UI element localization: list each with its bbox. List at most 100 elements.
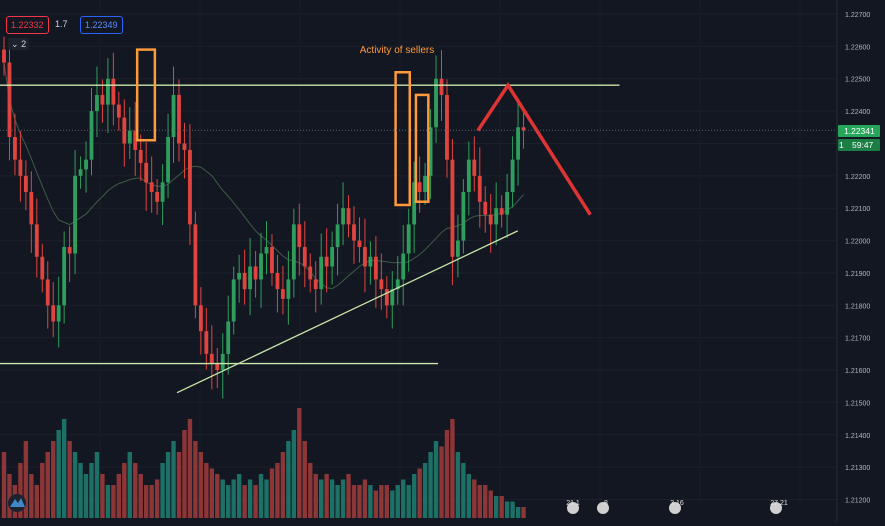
volume-bar [504,501,510,518]
volume-bar [29,474,34,518]
candle-body [439,78,444,95]
countdown-label: 59:47 [852,140,874,150]
volume-bar [488,490,493,518]
candle-body [34,224,39,257]
candle-body [95,94,99,112]
price-tick-label: 1.21900 [845,271,870,278]
event-marker[interactable]: 3 16 [669,500,684,514]
candle-body [477,175,482,202]
candle-body [499,208,504,215]
volume-bar [329,479,335,518]
interval-toggle[interactable]: ⌄ 2 [8,38,30,50]
candle-body [155,192,160,202]
volume-bar [215,474,220,518]
candle-body [352,224,356,241]
candle-body [330,247,335,267]
candle-body [379,279,384,290]
volume-bar [280,452,286,518]
price-tick-label: 1.22200 [845,174,870,181]
volume-bar [324,474,329,518]
volume-bar [439,446,444,518]
interval-toggle-label: 2 [21,39,27,49]
candle-body [215,363,220,371]
candle-body [455,240,460,257]
candle-body [270,247,274,273]
candle-body [67,247,72,254]
candle-body [237,272,242,280]
candle-body [127,130,132,144]
candle-body [297,224,302,248]
volume-bar [83,474,89,518]
volume-bar [395,485,400,518]
volume-bar [209,468,214,518]
event-markers[interactable]: 21 1 8 3 16 27 21 [566,500,788,514]
volume-bar [165,452,171,518]
candle-body [335,224,340,248]
seller-box [394,71,412,207]
volume-bar [477,485,482,518]
ask-price-box[interactable]: 1.22349 [80,16,123,34]
candle-body [242,272,247,290]
moving-average-line [3,62,524,290]
volume-bar [1,452,7,518]
candle-body [488,214,493,225]
candle-body [209,353,214,364]
bid-price-box[interactable]: 1.22332 [6,16,49,34]
candle-body [29,192,34,225]
candle-body [84,159,88,170]
event-label: 21 1 [566,500,580,507]
candle-body [144,162,149,183]
volume-bar [384,485,389,518]
price-tick-label: 1.22000 [845,239,870,246]
current-price-label: 1.22341 [844,126,875,136]
candle-body [412,182,417,225]
volume-bar [362,479,368,518]
volume-bar [247,479,253,518]
volume-bar [428,452,433,518]
volume-bar [466,474,472,518]
volume-bar [242,485,247,518]
flag-icon [770,502,782,514]
volume-bar [154,479,160,518]
event-marker[interactable]: 27 21 [770,500,788,514]
candle-body [7,62,12,138]
volume-bar [258,474,264,518]
event-marker[interactable]: 21 1 [566,500,580,514]
candle-body [461,192,466,241]
candle-body [23,175,28,193]
candle-body [193,224,198,306]
price-tick-label: 1.22500 [845,77,870,84]
candle-body [122,117,127,144]
volume-bar [111,485,116,518]
volume-bar [23,441,29,518]
volume-bar [51,441,56,518]
tradingview-logo[interactable] [8,494,26,512]
trendline [176,230,519,394]
candle-body [313,279,318,290]
price-tick-label: 1.22700 [845,12,870,19]
candle-body [111,78,116,105]
volume-bar [105,485,111,518]
obscured-axis-label: 1 [839,140,844,150]
candle-body [204,331,209,354]
volume-bar [67,441,72,518]
candle-body [78,169,83,176]
price-tick-label: 1.21800 [845,303,870,310]
event-marker[interactable]: 8 [597,500,609,514]
volume-bar [455,452,461,518]
candle-body [521,127,526,131]
moving-average [3,62,524,290]
price-tick-label: 1.21500 [845,400,870,407]
volume-bar [319,479,324,518]
candle-body [177,94,181,144]
volume-bar [390,490,395,518]
candle-body [45,279,50,306]
volume-bar [368,485,373,518]
volume-bar [122,463,127,518]
volume-bar [297,408,302,518]
event-label: 8 [604,500,608,507]
chevron-down-icon: ⌄ [11,39,19,49]
volume-bar [176,452,182,518]
